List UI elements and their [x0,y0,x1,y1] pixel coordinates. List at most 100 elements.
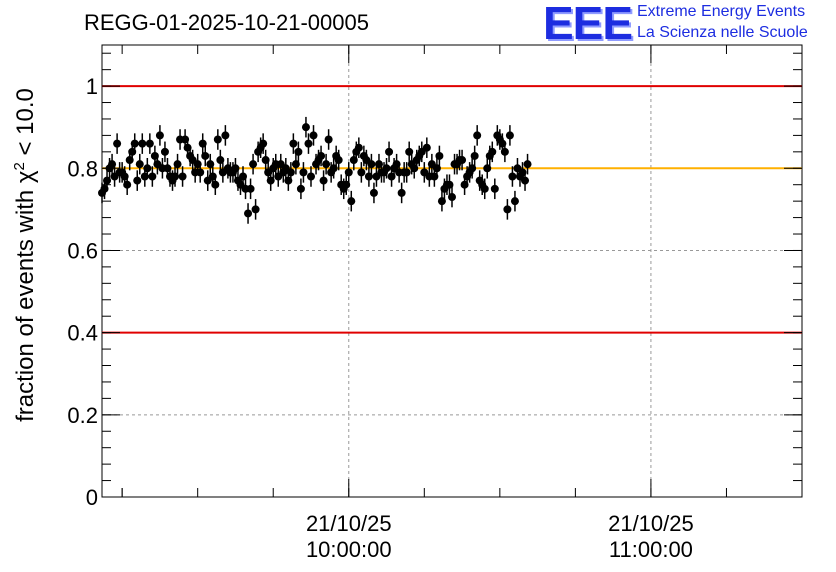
y-tick-label: 0.4 [67,321,98,346]
point-marker [342,180,351,189]
data-point [354,137,363,158]
data-point [470,145,479,167]
point-marker [145,139,154,148]
data-point [334,149,343,171]
point-marker [437,197,446,206]
data-point [473,125,482,146]
point-marker [500,147,509,156]
y-tick-label: 0.2 [67,403,98,428]
data-point [216,149,225,171]
point-marker [171,172,180,181]
data-point [405,141,414,163]
point-marker [382,164,391,173]
point-marker [422,143,431,152]
ylabel-superscript: 2 [11,162,28,170]
point-marker [319,176,328,185]
point-marker [367,160,376,169]
point-marker [458,156,467,165]
data-point [171,166,180,187]
data-point [480,178,489,200]
point-marker [448,193,456,202]
plot-frame [101,44,803,498]
x-tick-label-date: 21/10/25 [306,511,392,536]
point-marker [490,184,499,193]
data-point [357,162,366,183]
point-marker [266,176,275,185]
data-point [521,170,530,191]
data-point [249,153,258,175]
data-point [231,158,240,179]
data-point [437,190,446,212]
data-point [289,133,298,154]
data-point [448,186,456,208]
data-point [324,129,333,150]
data-point [397,182,406,204]
point-marker [249,160,258,169]
data-point [369,182,378,204]
point-marker [385,147,394,156]
svg-text:fraction of events with χ2 < 1: fraction of events with χ2 < 10.0 [11,88,39,422]
point-marker [221,131,230,140]
point-marker [304,139,313,148]
point-marker [231,164,240,173]
y-axis-label: fraction of events with χ2 < 10.0 [11,88,39,422]
logo-line-2: La Scienza nelle Scuole [637,24,808,41]
data-point [135,153,144,175]
point-marker [397,188,406,197]
data-point [296,178,305,200]
data-point [508,166,517,187]
data-point [402,162,411,183]
point-marker [510,197,519,206]
y-tick-label: 1 [86,74,98,99]
data-point [364,166,373,187]
x-tick-label-time: 11:00:00 [609,537,693,562]
point-marker [445,180,454,189]
point-marker [211,180,220,189]
data-point [294,141,303,163]
y-tick-label: 0 [86,485,98,510]
point-marker [521,176,530,185]
point-marker [198,139,207,148]
data-point [160,141,169,163]
y-tick-label: 0.6 [67,238,98,263]
data-point [344,162,353,183]
point-marker [201,151,210,160]
point-marker [473,131,482,140]
point-marker [130,139,139,148]
point-marker [344,168,353,177]
data-point [510,190,519,212]
point-marker [322,160,331,169]
point-marker [405,147,414,156]
point-marker [309,131,318,140]
point-marker [155,131,164,140]
data-point [382,158,391,179]
y-tick-label: 0.8 [67,156,98,181]
point-marker [296,184,305,193]
point-marker [251,205,260,214]
grid [102,45,802,497]
point-marker [432,164,441,173]
point-marker [113,139,122,148]
point-marker [294,147,303,156]
point-marker [364,172,373,181]
data-point [145,133,154,154]
point-marker [143,164,152,173]
eee-logo: EEE [543,0,633,49]
point-marker [402,168,411,177]
data-point [155,125,164,146]
point-marker [468,164,477,173]
point-marker [508,172,517,181]
point-marker [103,176,112,185]
data-point [367,153,376,175]
x-tick-label-date: 21/10/25 [608,511,694,536]
point-marker [213,135,222,144]
point-marker [357,168,366,177]
point-marker [470,151,479,160]
point-marker [299,168,308,177]
ylabel-suffix: < 10.0 [12,88,39,162]
data-point [468,158,477,179]
point-marker [244,209,253,218]
data-point [445,174,454,195]
data-point [251,199,260,220]
